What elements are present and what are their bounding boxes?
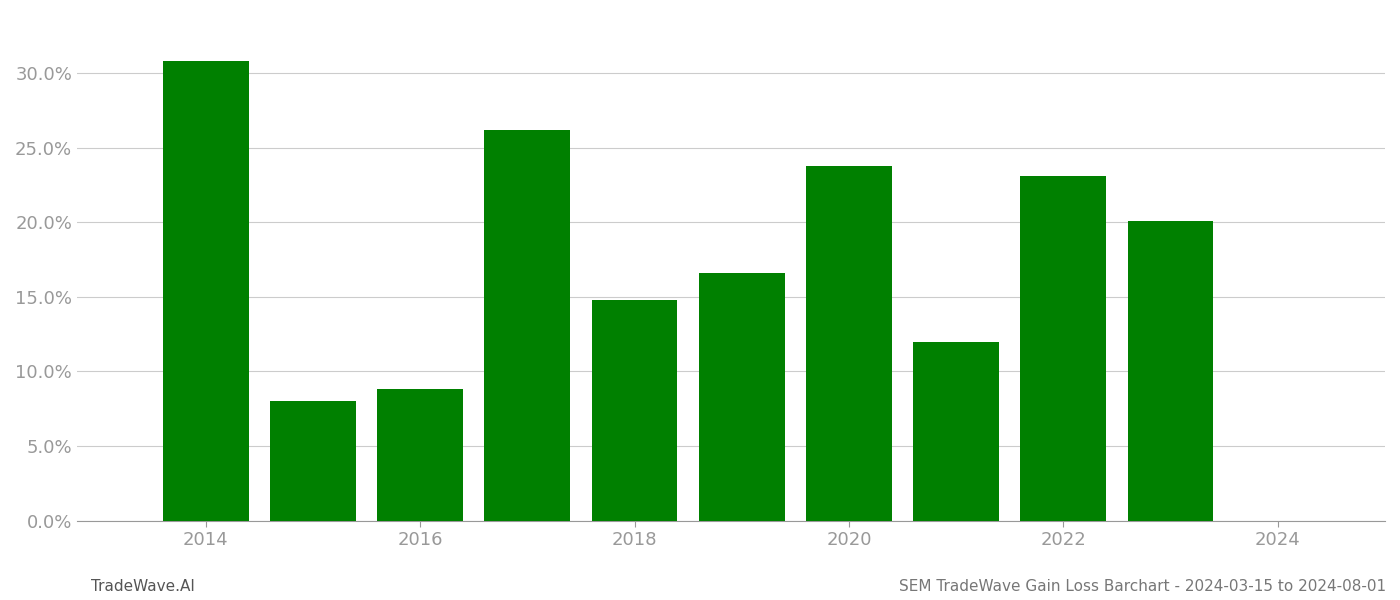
Bar [913,341,1000,521]
Bar [484,130,570,521]
Bar [270,401,356,521]
Text: TradeWave.AI: TradeWave.AI [91,579,195,594]
Bar [1127,221,1214,521]
Bar [377,389,463,521]
Bar [699,273,784,521]
Bar [162,61,249,521]
Bar [806,166,892,521]
Bar [592,300,678,521]
Text: SEM TradeWave Gain Loss Barchart - 2024-03-15 to 2024-08-01: SEM TradeWave Gain Loss Barchart - 2024-… [899,579,1386,594]
Bar [1021,176,1106,521]
